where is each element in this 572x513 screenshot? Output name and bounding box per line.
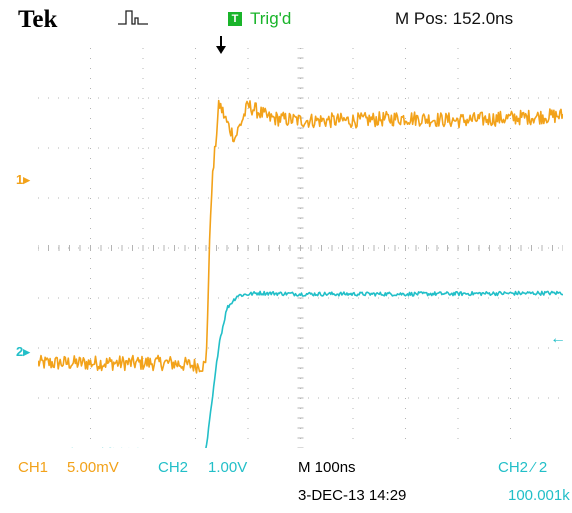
ch2-trace (71, 290, 563, 448)
oscilloscope-display (38, 48, 563, 448)
ch1-scale: 5.00mV (67, 459, 119, 476)
ch2-ground-marker[interactable]: 2▸ (16, 344, 30, 359)
status-bar: Tek T Trig'd M Pos: 152.0ns (0, 0, 572, 54)
ch1-trace (38, 99, 563, 374)
ch1-ground-marker[interactable]: 1▸ (16, 172, 30, 187)
brand-logo: Tek (18, 6, 58, 33)
timebase-readout: M 100ns (298, 459, 356, 476)
ch1-label: CH1 (18, 459, 49, 476)
date-time: 3-DEC-13 14:29 (298, 487, 407, 504)
trigger-source-readout: CH2 ⁄ 2 (498, 459, 548, 476)
graticule (38, 48, 563, 448)
trigger-status: Trig'd (250, 9, 292, 28)
trigger-position-arrow-icon (216, 36, 226, 54)
trigger-level-arrow-icon[interactable]: ← (550, 330, 566, 347)
trigger-frequency-readout: 100.001k (508, 487, 570, 504)
trigger-badge: T (228, 12, 242, 26)
traces (38, 99, 563, 448)
pulse-acquisition-icon (118, 10, 148, 25)
ch2-scale: 1.00V (208, 459, 248, 476)
ch2-label: CH2 (158, 459, 189, 476)
horizontal-position-readout: M Pos: 152.0ns (395, 9, 514, 28)
